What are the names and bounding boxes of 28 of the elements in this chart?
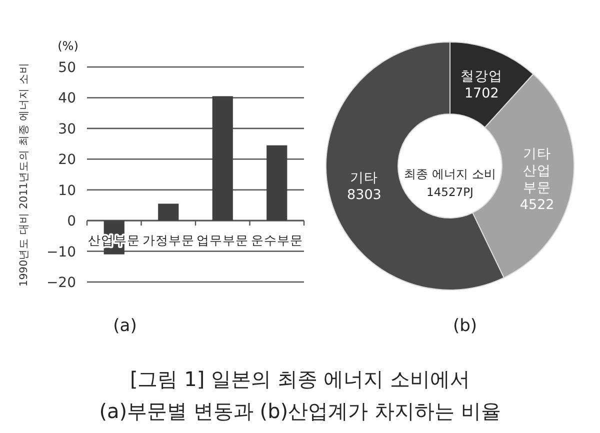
bar: [266, 145, 288, 221]
text: (b): [452, 316, 478, 336]
text: (a)부문별 변동과 (b)산업계가 차지하는 비율: [99, 399, 501, 423]
x-tick-label: 가정부문: [142, 232, 194, 248]
y-tick-label: 50: [58, 60, 76, 76]
y-axis-title: 1990년도 대비 2011년도의 최종 에너지 소비: [18, 62, 30, 287]
text: 최종 에너지 소비: [404, 167, 496, 181]
x-tick-label: 업무부문: [196, 232, 249, 248]
y-tick-label: −20: [46, 275, 76, 291]
slice-label: 기타: [350, 170, 378, 186]
y-tick-label: 30: [58, 121, 76, 138]
x-tick-label: 운수부문: [250, 232, 303, 248]
data-label: 4522: [520, 197, 554, 214]
slice-label: 기타 산업 부문: [523, 146, 552, 196]
text: (a): [113, 316, 137, 336]
y-tick-label: 10: [58, 182, 76, 199]
text: (%): [58, 39, 78, 53]
y-tick-label: 20: [58, 152, 76, 168]
y-tick-label: 0: [67, 214, 76, 230]
y-tick-label: −10: [46, 244, 76, 260]
data-label: 1702: [464, 85, 499, 102]
text: [그림 1] 일본의 최종 에너지 소비에서: [130, 367, 470, 391]
slice-label: 철강업: [460, 68, 503, 84]
data-label: 8303: [347, 187, 382, 204]
text: 14527PJ: [426, 185, 474, 199]
bar: [158, 204, 179, 221]
y-tick-label: 40: [58, 90, 76, 107]
bar: [212, 96, 233, 221]
